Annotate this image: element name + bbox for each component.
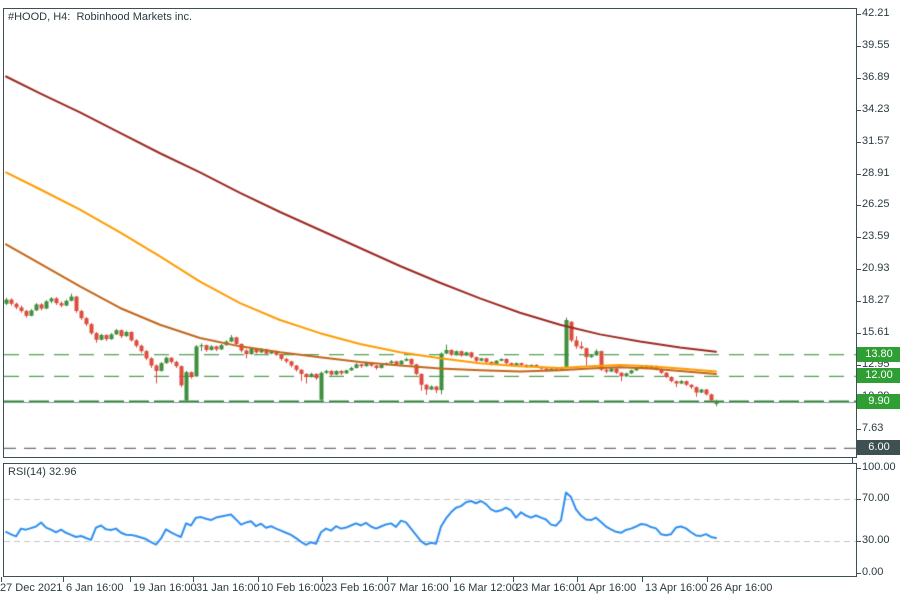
time-tick-label: 27 Dec 2021: [0, 582, 63, 594]
price-level-badge: 6.00: [857, 440, 900, 455]
price-level-badge: 13.80: [857, 347, 900, 362]
price-tick-mark: [856, 333, 861, 334]
price-tick-label: 34.23: [862, 103, 890, 115]
time-tick-label: 13 Apr 16:00: [645, 582, 708, 594]
price-tick-mark: [856, 269, 861, 270]
rsi-tick-label: 70.00: [862, 492, 890, 504]
rsi-tick-mark: [856, 499, 861, 500]
price-tick-label: 26.25: [862, 198, 890, 210]
price-level-badge: 12.00: [857, 368, 900, 383]
rsi-tick-label: 30.00: [862, 534, 890, 546]
price-tick-mark: [856, 110, 861, 111]
time-tick-mark: [1, 577, 2, 582]
time-tick-mark: [450, 577, 451, 582]
time-tick-mark: [707, 577, 708, 582]
price-level-badge: 9.90: [857, 394, 900, 409]
price-tick-mark: [856, 46, 861, 47]
time-tick-label: 10 Feb 16:00: [261, 582, 326, 594]
price-tick-mark: [856, 429, 861, 430]
time-tick-label: 19 Jan 16:00: [133, 582, 197, 594]
time-tick-label: 26 Apr 16:00: [710, 582, 773, 594]
rsi-tick-mark: [856, 541, 861, 542]
time-tick-label: 16 Mar 12:00: [453, 582, 518, 594]
price-tick-mark: [856, 205, 861, 206]
price-tick-mark: [856, 237, 861, 238]
rsi-indicator-label: RSI(14) 32.96: [8, 466, 77, 478]
time-tick-label: 7 Mar 16:00: [390, 582, 449, 594]
price-tick-label: 28.91: [862, 167, 890, 179]
time-tick-mark: [322, 577, 323, 582]
axis-join-line: [852, 458, 853, 463]
price-tick-label: 23.59: [862, 230, 890, 242]
price-tick-mark: [856, 142, 861, 143]
price-tick-label: 15.61: [862, 326, 890, 338]
rsi-tick-label: 100.00: [862, 461, 896, 473]
price-tick-label: 31.57: [862, 135, 890, 147]
chart-symbol-title: #HOOD, H4: Robinhood Markets inc.: [8, 11, 193, 23]
price-chart-canvas[interactable]: [4, 9, 856, 457]
price-tick-mark: [856, 301, 861, 302]
price-tick-mark: [856, 365, 861, 366]
time-tick-mark: [258, 577, 259, 582]
price-tick-label: 39.55: [862, 39, 890, 51]
time-tick-mark: [387, 577, 388, 582]
time-tick-label: 23 Mar 16:00: [516, 582, 581, 594]
time-tick-label: 1 Apr 16:00: [580, 582, 637, 594]
price-tick-mark: [856, 78, 861, 79]
rsi-tick-mark: [856, 468, 861, 469]
price-tick-mark: [856, 174, 861, 175]
rsi-indicator-canvas[interactable]: [4, 464, 856, 576]
time-tick-mark: [63, 577, 64, 582]
price-tick-mark: [856, 14, 861, 15]
time-tick-mark: [513, 577, 514, 582]
time-tick-mark: [577, 577, 578, 582]
rsi-tick-label: 0.00: [862, 566, 884, 578]
time-tick-label: 6 Jan 16:00: [66, 582, 124, 594]
time-tick-label: 23 Feb 16:00: [325, 582, 390, 594]
time-tick-label: 31 Jan 16:00: [196, 582, 260, 594]
price-tick-label: 18.27: [862, 294, 890, 306]
price-tick-label: 20.93: [862, 262, 890, 274]
price-tick-label: 42.21: [862, 7, 890, 19]
price-tick-label: 7.63: [862, 422, 884, 434]
time-tick-mark: [130, 577, 131, 582]
time-tick-mark: [642, 577, 643, 582]
price-tick-label: 36.89: [862, 71, 890, 83]
rsi-tick-mark: [856, 573, 861, 574]
time-tick-mark: [193, 577, 194, 582]
